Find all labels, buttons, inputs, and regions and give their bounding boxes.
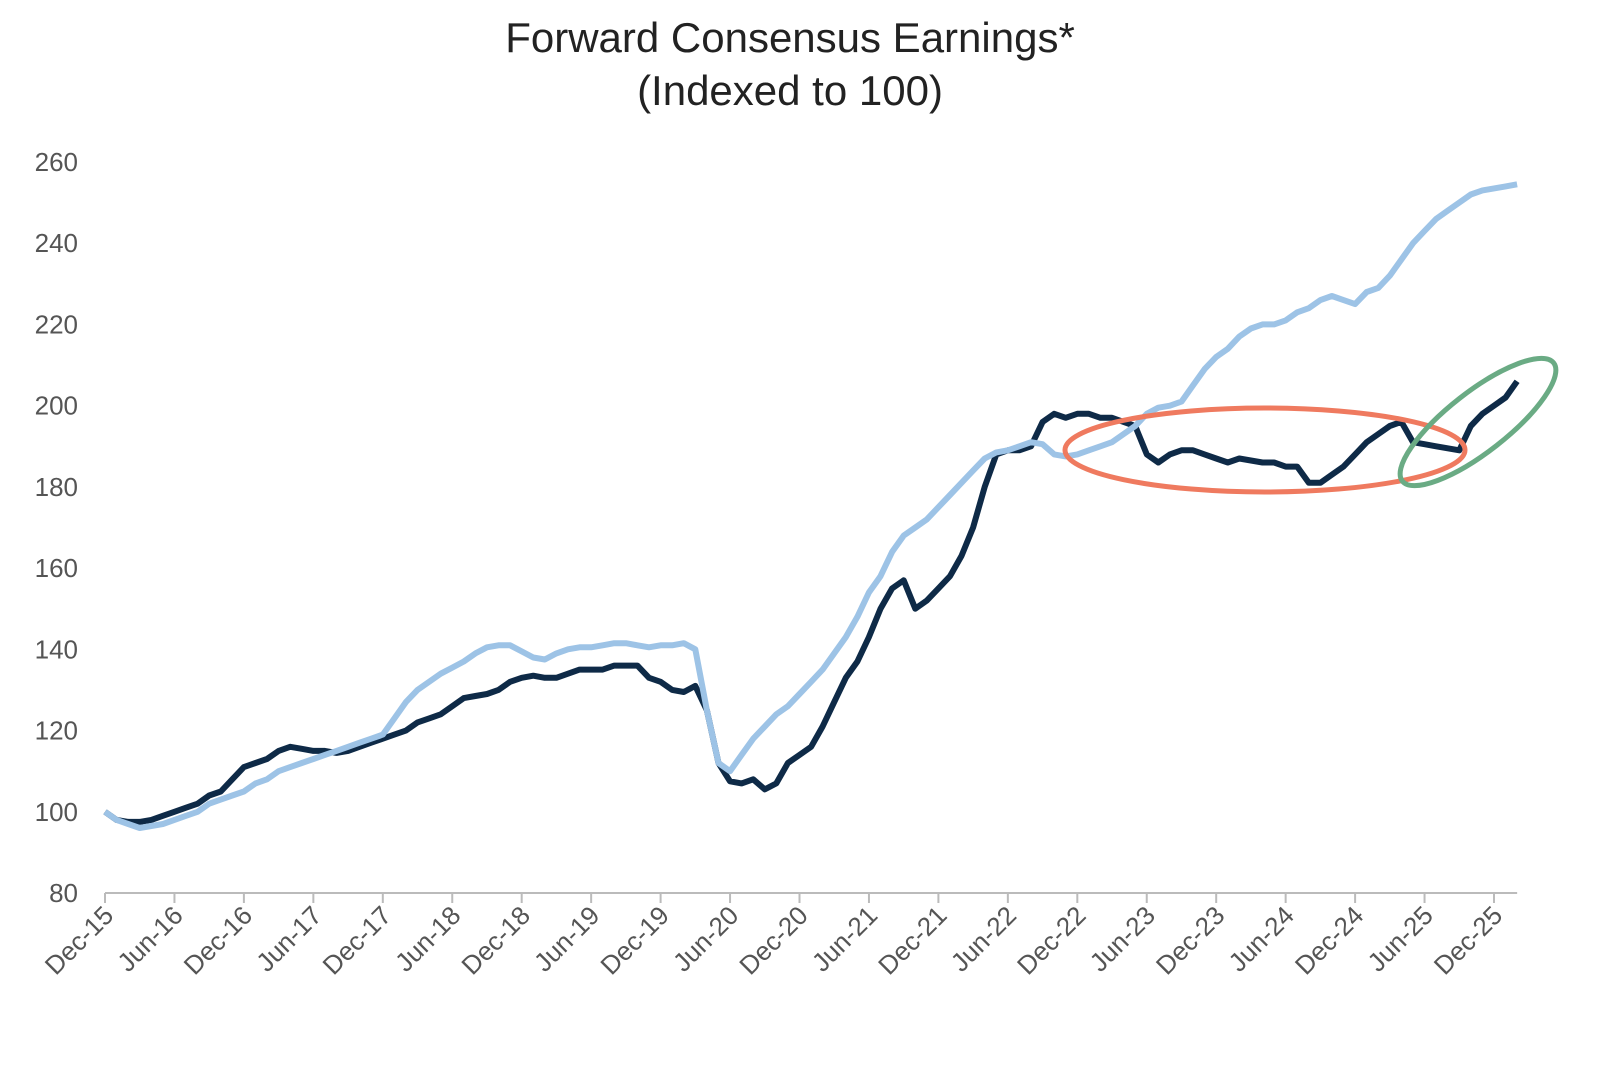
y-tick-label: 100 <box>35 797 78 827</box>
chart-title: Forward Consensus Earnings* <box>505 14 1075 61</box>
y-tick-label: 260 <box>35 147 78 177</box>
x-tick-label: Jun-20 <box>667 900 744 977</box>
x-tick-label: Dec-24 <box>1289 900 1369 980</box>
y-tick-label: 160 <box>35 553 78 583</box>
chart-subtitle: (Indexed to 100) <box>637 67 943 114</box>
x-tick-label: Dec-15 <box>39 900 119 980</box>
x-tick-label: Jun-24 <box>1222 900 1299 977</box>
x-tick-label: Dec-16 <box>178 900 258 980</box>
x-tick-label: Jun-25 <box>1361 900 1438 977</box>
highlight-ellipse <box>1397 355 1559 489</box>
y-tick-label: 120 <box>35 716 78 746</box>
x-tick-label: Dec-18 <box>455 900 535 980</box>
highlight-ellipse <box>1062 405 1468 495</box>
x-tick-label: Dec-20 <box>733 900 813 980</box>
x-tick-label: Dec-19 <box>594 900 674 980</box>
x-tick-label: Dec-22 <box>1011 900 1091 980</box>
y-tick-label: 200 <box>35 391 78 421</box>
x-tick-label: Dec-25 <box>1428 900 1508 980</box>
x-tick-label: Jun-19 <box>528 900 605 977</box>
x-tick-label: Dec-21 <box>872 900 952 980</box>
x-tick-label: Jun-22 <box>945 900 1022 977</box>
x-tick-label: Jun-18 <box>389 900 466 977</box>
y-tick-label: 140 <box>35 634 78 664</box>
x-tick-label: Dec-17 <box>317 900 397 980</box>
x-tick-label: Jun-21 <box>806 900 883 977</box>
series-line <box>103 181 1518 831</box>
x-tick-label: Jun-23 <box>1084 900 1161 977</box>
plot: 80100120140160180200220240260Dec-15Jun-1… <box>35 147 1520 981</box>
x-tick-label: Jun-16 <box>111 900 188 977</box>
x-tick-label: Jun-17 <box>250 900 327 977</box>
y-tick-label: 180 <box>35 472 78 502</box>
y-tick-label: 220 <box>35 309 78 339</box>
y-tick-label: 80 <box>49 878 78 908</box>
y-tick-label: 240 <box>35 228 78 258</box>
x-tick-label: Dec-23 <box>1150 900 1230 980</box>
